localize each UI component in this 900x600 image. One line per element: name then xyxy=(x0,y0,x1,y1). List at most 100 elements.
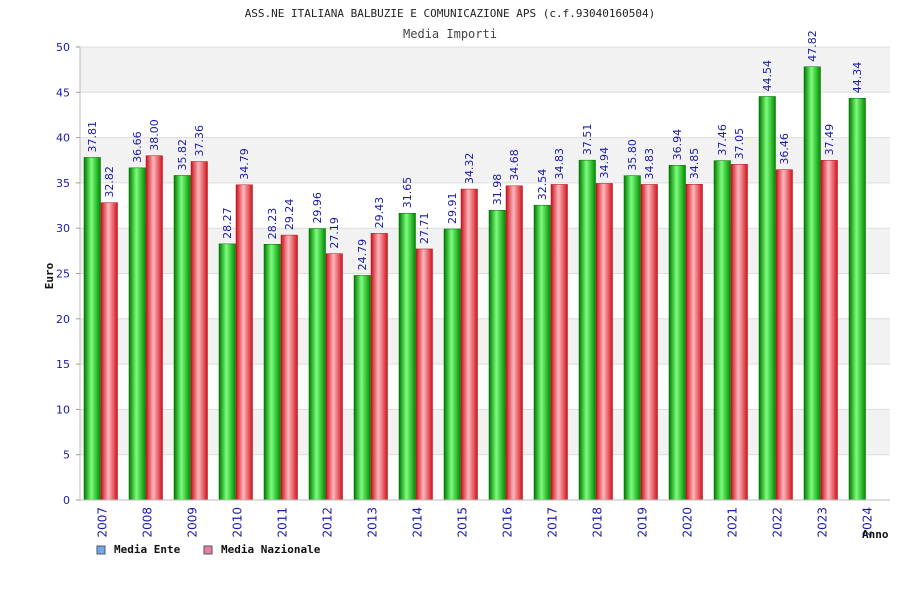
bar-nazionale-2009 xyxy=(190,161,208,501)
data-label: 37.46 xyxy=(716,124,729,156)
x-axis-ticks: 2007 2008 2009 2010 2011 2012 2013 2014 2015 2016… xyxy=(96,507,875,538)
legend-swatch-nazionale xyxy=(203,545,213,555)
data-label: 34.85 xyxy=(688,148,701,180)
plot-band xyxy=(80,182,890,229)
data-label: 37.36 xyxy=(193,125,206,157)
data-label: 34.94 xyxy=(598,147,611,179)
legend-swatch-ente xyxy=(96,545,106,555)
data-label: 29.43 xyxy=(373,197,386,229)
y-tick-label: 50 xyxy=(56,41,70,54)
bar-nazionale-2007 xyxy=(100,202,118,501)
x-tick-label: 2022 xyxy=(771,507,785,538)
bar-ente-2009 xyxy=(173,175,191,501)
plot-band xyxy=(80,92,890,138)
bar-nazionale-2019 xyxy=(640,184,658,501)
y-tick-label: 0 xyxy=(63,494,70,507)
chart-title: ASS.NE ITALIANA BALBUZIE E COMUNICAZIONE… xyxy=(245,7,656,20)
plot-background xyxy=(80,47,890,500)
bar-ente-2010 xyxy=(218,243,236,501)
plot-band xyxy=(80,228,890,274)
bar-ente-2024 xyxy=(848,98,866,501)
x-tick-label: 2016 xyxy=(501,507,515,538)
x-tick-label: 2018 xyxy=(591,507,605,538)
bar-nazionale-2012 xyxy=(325,253,343,501)
y-tick-label: 25 xyxy=(56,268,70,281)
data-label: 37.05 xyxy=(733,128,746,160)
bars xyxy=(83,66,866,501)
bar-ente-2018 xyxy=(578,159,596,501)
bar-nazionale-2022 xyxy=(775,169,793,501)
data-label: 31.98 xyxy=(491,174,504,206)
legend: Media Ente Media Nazionale xyxy=(96,543,321,556)
bar-ente-2014 xyxy=(398,213,416,501)
bar-ente-2023 xyxy=(803,66,821,501)
y-tick-label: 30 xyxy=(56,222,70,235)
data-label: 27.19 xyxy=(328,217,341,249)
bar-nazionale-2017 xyxy=(550,184,568,501)
bar-ente-2013 xyxy=(353,275,371,501)
data-label: 37.81 xyxy=(86,121,99,153)
plot-band xyxy=(80,364,890,410)
y-tick-label: 35 xyxy=(56,177,70,190)
data-label: 34.83 xyxy=(553,148,566,180)
x-tick-label: 2021 xyxy=(726,507,740,538)
y-tick-label: 45 xyxy=(56,86,70,99)
x-tick-label: 2007 xyxy=(96,507,110,538)
bar-ente-2015 xyxy=(443,228,461,501)
bar-nazionale-2014 xyxy=(415,248,433,501)
data-label: 35.82 xyxy=(176,139,189,171)
plot-band xyxy=(80,47,890,93)
bar-nazionale-2018 xyxy=(595,183,613,501)
data-label: 32.54 xyxy=(536,169,549,201)
data-label: 36.94 xyxy=(671,129,684,161)
x-tick-label: 2013 xyxy=(366,507,380,538)
data-label: 37.49 xyxy=(823,124,836,156)
bar-ente-2011 xyxy=(263,243,281,501)
data-label: 29.24 xyxy=(283,199,296,231)
data-label: 29.91 xyxy=(446,193,459,225)
data-label: 44.54 xyxy=(761,60,774,92)
x-tick-label: 2009 xyxy=(186,507,200,538)
data-label: 37.51 xyxy=(581,124,594,156)
x-tick-label: 2014 xyxy=(411,507,425,538)
bar-ente-2021 xyxy=(713,160,731,501)
bar-ente-2012 xyxy=(308,228,326,501)
y-tick-label: 15 xyxy=(56,358,70,371)
data-label: 44.34 xyxy=(851,62,864,94)
x-tick-label: 2010 xyxy=(231,507,245,538)
data-label: 35.80 xyxy=(626,139,639,171)
x-tick-label: 2012 xyxy=(321,507,335,538)
bar-ente-2007 xyxy=(83,157,101,501)
bar-ente-2020 xyxy=(668,165,686,501)
data-label: 36.46 xyxy=(778,133,791,165)
bar-nazionale-2020 xyxy=(685,184,703,501)
legend-label-nazionale: Media Nazionale xyxy=(221,543,321,556)
data-label: 34.83 xyxy=(643,148,656,180)
bar-ente-2022 xyxy=(758,96,776,501)
bar-nazionale-2011 xyxy=(280,234,298,501)
data-label: 34.32 xyxy=(463,153,476,185)
y-axis-label: Euro xyxy=(43,262,56,289)
data-label: 32.82 xyxy=(103,166,116,198)
data-label: 24.79 xyxy=(356,239,369,271)
x-tick-label: 2008 xyxy=(141,507,155,538)
data-label: 34.68 xyxy=(508,149,521,181)
y-tick-label: 5 xyxy=(63,449,70,462)
bar-nazionale-2016 xyxy=(505,185,523,501)
bar-ente-2019 xyxy=(623,175,641,501)
y-tick-label: 40 xyxy=(56,132,70,145)
y-tick-label: 20 xyxy=(56,313,70,326)
y-tick-label: 10 xyxy=(56,403,70,416)
data-label: 31.65 xyxy=(401,177,414,209)
plot-band xyxy=(80,137,890,183)
chart-subtitle: Media Importi xyxy=(403,27,497,41)
plot-band xyxy=(80,273,890,319)
bar-nazionale-2015 xyxy=(460,188,478,501)
x-tick-label: 2019 xyxy=(636,507,650,538)
x-tick-label: 2017 xyxy=(546,507,560,538)
x-tick-label: 2023 xyxy=(816,507,830,538)
bar-nazionale-2008 xyxy=(145,155,163,501)
bar-ente-2017 xyxy=(533,204,551,501)
data-label: 28.23 xyxy=(266,208,279,240)
